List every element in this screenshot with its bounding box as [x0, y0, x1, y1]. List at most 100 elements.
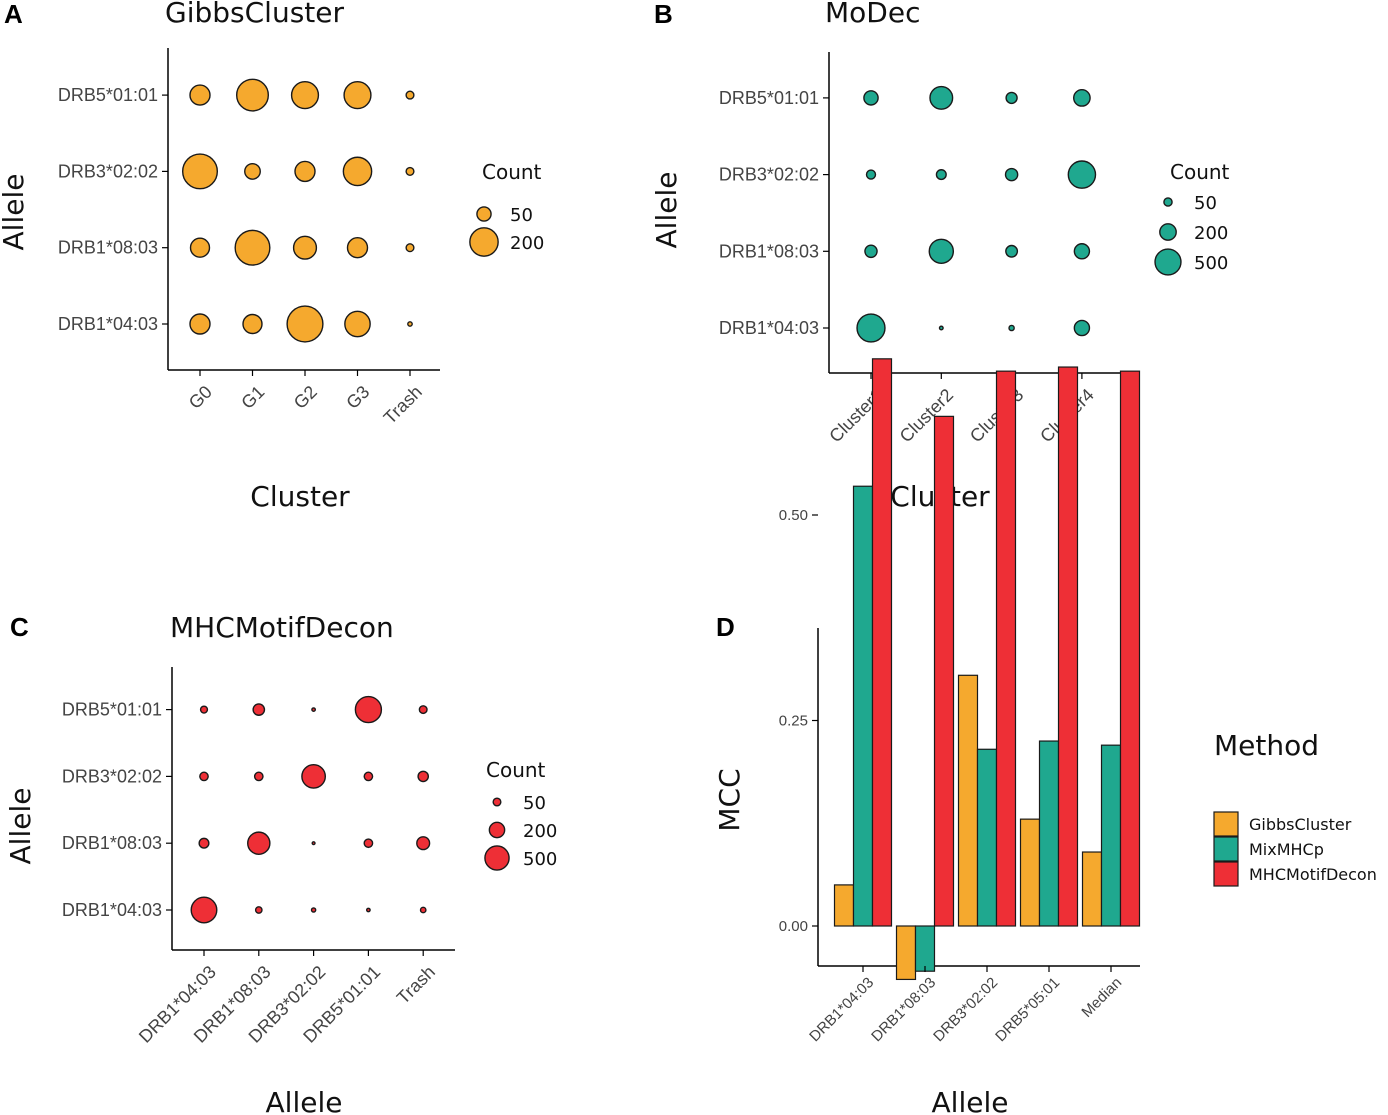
legend-label: MHCMotifDecon: [1249, 865, 1377, 884]
bubble-point: [199, 771, 209, 782]
panel-d-x-ticks: DRB1*04:03DRB1*08:03DRB3*02:02DRB5*05:01…: [806, 966, 1125, 1045]
bubble-point: [190, 896, 218, 924]
bar-mixmhcp: [1038, 740, 1060, 927]
bubble-point: [189, 313, 211, 335]
panel-c: C MHCMotifDecon DRB1*04:03DRB1*08:03DRB3…: [4, 611, 557, 1115]
y-tick-label: DRB5*01:01: [58, 85, 158, 105]
panel-a-title: GibbsCluster: [165, 0, 344, 29]
panel-d-legend-title: Method: [1214, 729, 1319, 762]
x-tick-label: Trash: [393, 962, 439, 1008]
y-tick-label: DRB5*01:01: [62, 700, 162, 720]
legend-bubble: [1154, 248, 1182, 276]
panel-b-title: MoDec: [825, 0, 920, 29]
bubble-point: [253, 771, 264, 782]
legend-bubble: [484, 845, 510, 871]
y-tick-label: 0.00: [779, 918, 808, 935]
bubble-point: [189, 237, 211, 258]
legend-label: GibbsCluster: [1249, 815, 1352, 834]
y-tick-label: DRB1*04:03: [62, 900, 162, 920]
bubble-point: [346, 236, 369, 259]
bar-mixmhcp: [976, 748, 998, 927]
panel-a-y-ticks: DRB1*04:03 DRB1*08:03 DRB3*02:02 DRB5*01:01: [58, 85, 168, 334]
panel-b-y-ticks: DRB1*04:03 DRB1*08:03 DRB3*02:02 DRB5*01:01: [719, 88, 829, 338]
bubble-point: [254, 906, 263, 914]
panel-c-x-ticks: DRB1*04:03DRB1*08:03DRB3*02:02DRB5*01:01…: [135, 950, 439, 1047]
bubble-point: [247, 831, 271, 855]
x-tick-label: G1: [237, 382, 268, 413]
panel-letter-b: B: [654, 0, 673, 29]
bubble-point: [354, 695, 383, 724]
legend-bubble: [488, 821, 506, 839]
y-tick-label: DRB3*02:02: [719, 165, 819, 185]
legend-label: 200: [510, 233, 544, 254]
legend-label: MixMHCp: [1249, 840, 1324, 859]
y-tick-label: DRB5*01:01: [719, 88, 819, 108]
legend-bubble: [1159, 223, 1177, 241]
legend-bubble: [476, 206, 492, 222]
bar-mhcmotifdecon: [1057, 366, 1079, 927]
bubble-point: [301, 763, 327, 789]
legend-label: 50: [523, 793, 546, 814]
panel-c-y-title: Allele: [4, 788, 37, 865]
bubble-point: [856, 313, 886, 343]
panel-c-title: MHCMotifDecon: [170, 611, 394, 644]
bubble-point: [405, 90, 415, 100]
panel-letter-d: D: [716, 612, 735, 642]
legend-swatch: [1213, 861, 1239, 887]
bar-mhcmotifdecon: [1119, 370, 1141, 927]
y-tick-label: DRB1*04:03: [58, 314, 158, 334]
panel-c-bubbles: [190, 695, 431, 924]
bubble-point: [290, 80, 320, 110]
y-tick-label: DRB3*02:02: [58, 161, 158, 181]
x-tick-label: G0: [185, 382, 216, 413]
bubble-point: [419, 906, 427, 914]
legend-label: 50: [510, 205, 533, 226]
panel-a-y-title: Allele: [0, 174, 30, 251]
bar-gibbscluster: [895, 925, 917, 981]
bubble-point: [365, 907, 371, 913]
bubble-point: [252, 703, 266, 716]
bubble-point: [1067, 160, 1097, 189]
bubble-point: [417, 770, 430, 783]
bubble-point: [863, 90, 879, 106]
bar-gibbscluster: [957, 674, 979, 927]
bar-mhcmotifdecon: [995, 370, 1017, 927]
panel-a-legend-title: Count: [482, 160, 542, 184]
panel-b-x-ticks: Cluster1Cluster2Cluster3Cluster4: [825, 373, 1098, 446]
bubble-point: [292, 235, 318, 260]
y-tick-label: 0.50: [779, 507, 808, 524]
panel-b-bubbles: [856, 85, 1097, 343]
bubble-point: [189, 84, 211, 106]
x-tick-label: DRB5*05:01: [992, 974, 1063, 1045]
bubble-point: [363, 838, 374, 849]
legend-label: 50: [1194, 193, 1217, 214]
panel-c-legend: 50 200 500: [484, 793, 557, 871]
panel-a: A GibbsCluster DRB1*04:03 DRB1*08:03 DRB3*…: [0, 0, 544, 513]
legend-swatch: [1213, 811, 1239, 837]
x-tick-label: DRB1*04:03: [806, 974, 877, 1045]
x-tick-label: Trash: [380, 382, 426, 428]
bubble-point: [234, 229, 271, 266]
bubble-point: [294, 160, 316, 183]
bubble-point: [405, 166, 415, 176]
x-tick-label: Median: [1078, 974, 1125, 1021]
panel-b-y-title: Allele: [650, 172, 683, 249]
panel-c-y-ticks: DRB1*04:03 DRB1*08:03 DRB3*02:02 DRB5*01:01: [62, 700, 172, 920]
legend-label: 500: [1194, 253, 1228, 274]
panel-d-y-title: MCC: [713, 768, 746, 831]
bubble-point: [1004, 167, 1019, 182]
bubble-point: [1073, 89, 1091, 107]
bubble-point: [198, 837, 210, 849]
bubble-point: [235, 78, 270, 112]
bubble-point: [1008, 324, 1015, 332]
bubble-point: [244, 162, 261, 180]
bar-gibbscluster: [833, 884, 855, 927]
bar-mixmhcp: [914, 925, 936, 972]
panel-d: D 0.00 0.25 0.50 DRB1*04:03DRB1*08:03DRB3*…: [713, 358, 1377, 1115]
panel-d-y-ticks: 0.00 0.25 0.50: [779, 507, 818, 935]
panel-b-legend-title: Count: [1170, 160, 1230, 184]
panel-a-x-title: Cluster: [250, 480, 350, 513]
bar-mixmhcp: [852, 485, 874, 927]
bubble-point: [935, 169, 947, 181]
